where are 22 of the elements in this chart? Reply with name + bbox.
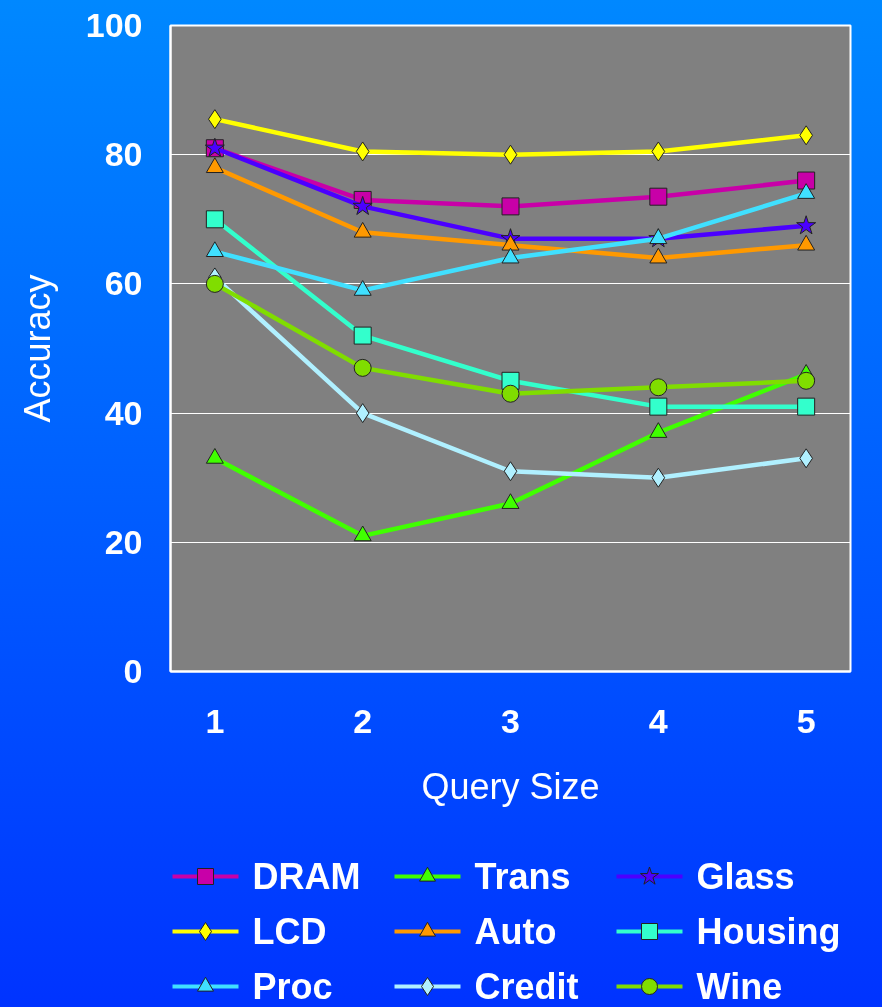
y-axis-title: Accuracy <box>16 274 58 423</box>
y-tick-label: 0 <box>123 652 143 690</box>
y-tick-label: 20 <box>104 522 143 561</box>
x-tick-label: 2 <box>353 701 373 740</box>
y-tick-label: 60 <box>104 264 143 303</box>
legend-label: Proc <box>252 966 333 1007</box>
legend-label: Auto <box>474 911 557 952</box>
x-tick-label: 5 <box>796 701 816 740</box>
x-tick-label: 1 <box>205 701 225 740</box>
x-tick-label: 4 <box>648 701 668 740</box>
legend-label: Housing <box>696 911 841 952</box>
x-tick-label: 3 <box>501 701 520 740</box>
y-tick-label: 100 <box>85 6 143 44</box>
legend-label: Trans <box>474 856 571 897</box>
legend-label: DRAM <box>252 856 361 897</box>
legend-label: Credit <box>474 966 579 1007</box>
y-tick-label: 80 <box>104 135 143 174</box>
legend-label: LCD <box>252 911 327 952</box>
y-tick-label: 40 <box>104 393 143 432</box>
legend-label: Glass <box>696 856 795 897</box>
legend-label: Wine <box>696 966 783 1007</box>
x-axis-title: Query Size <box>421 765 600 807</box>
